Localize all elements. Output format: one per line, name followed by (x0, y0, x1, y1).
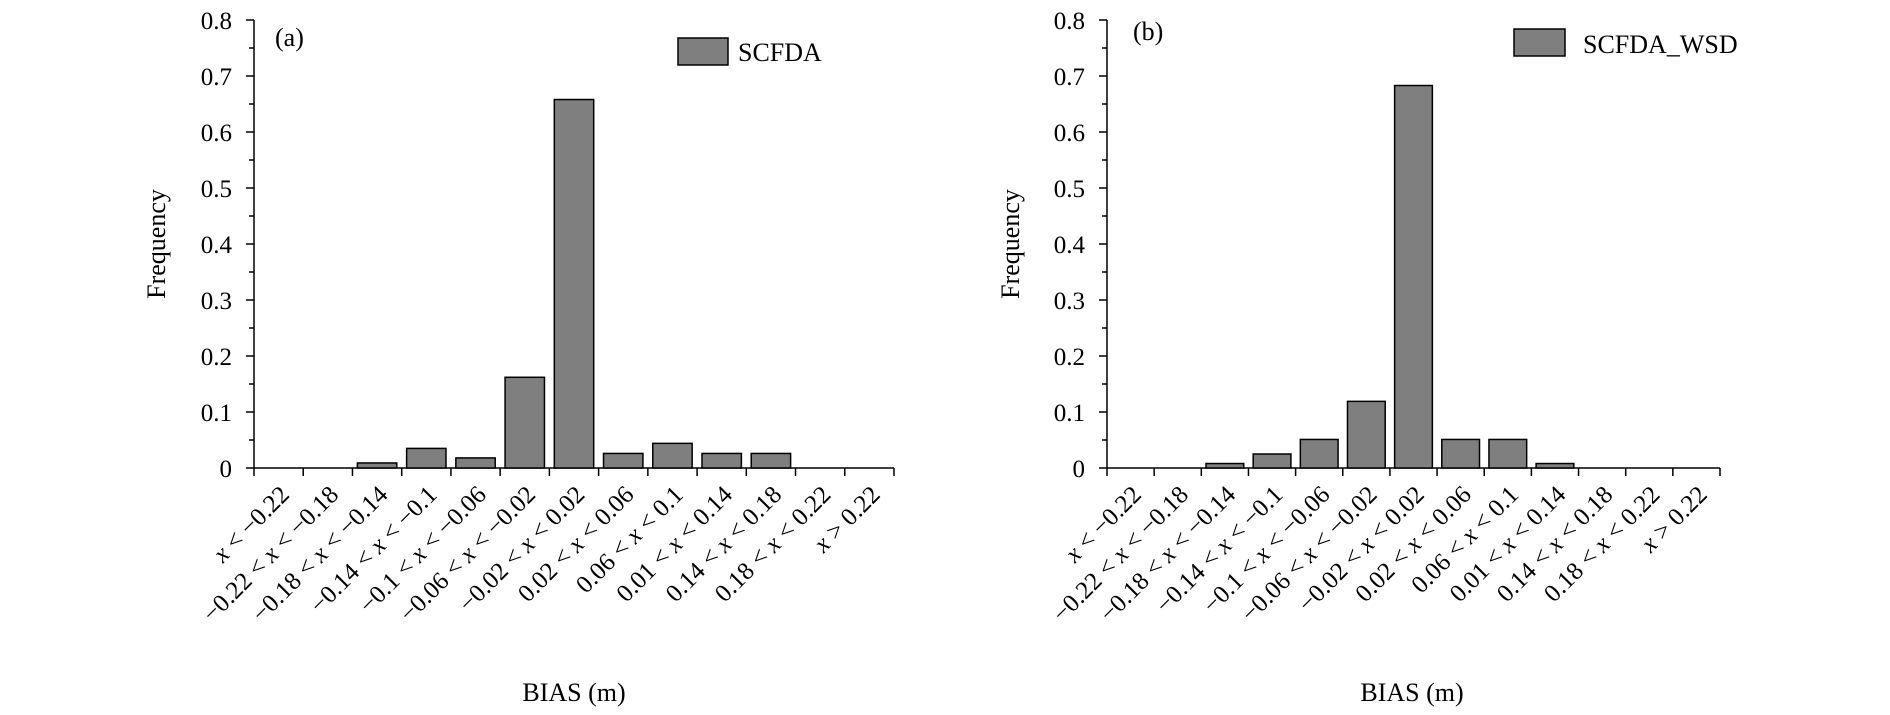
bar (1205, 462, 1245, 469)
bar (405, 447, 447, 469)
y-tick-label: 0.7 (1054, 64, 1085, 91)
bar (1488, 438, 1528, 469)
bar (356, 462, 398, 469)
bar (652, 442, 693, 469)
panel-label: (a) (275, 23, 304, 52)
y-tick-label: 0.4 (201, 232, 233, 259)
y-tick-label: 0.1 (201, 400, 232, 427)
y-tick-label: 0.5 (1054, 176, 1085, 203)
bar (750, 452, 792, 469)
legend-label: SCFDA_WSD (1583, 30, 1738, 59)
y-tick-label: 0.8 (1054, 8, 1085, 35)
y-tick-label: 0 (1073, 456, 1086, 483)
y-axis-title: Frequency (996, 189, 1025, 299)
bar (701, 452, 743, 469)
y-axis-title: Frequency (142, 189, 171, 299)
y-tick-label: 0.2 (201, 344, 232, 371)
bar (1299, 438, 1339, 469)
bar (1252, 453, 1292, 469)
legend-swatch (677, 37, 729, 66)
y-tick-label: 0 (220, 456, 233, 483)
x-axis-title: BIAS (m) (1360, 678, 1463, 707)
bar (1393, 84, 1434, 469)
bar (1535, 462, 1575, 469)
bar (504, 376, 546, 469)
y-tick-label: 0.1 (1054, 400, 1085, 427)
panel-label: (b) (1133, 17, 1163, 46)
y-tick-label: 0.3 (1054, 288, 1085, 315)
bar (1441, 438, 1481, 469)
y-tick-label: 0.5 (201, 176, 232, 203)
y-tick-label: 0.3 (201, 288, 232, 315)
chart-panel-a: 00.10.20.30.40.50.60.70.8x < −0.22−0.22 … (142, 8, 895, 707)
bar (1346, 400, 1386, 469)
bar (553, 98, 595, 469)
x-axis-title: BIAS (m) (522, 678, 625, 707)
y-tick-label: 0.2 (1054, 344, 1085, 371)
bar (602, 452, 644, 469)
y-tick-label: 0.6 (201, 120, 232, 147)
legend-swatch (1513, 28, 1566, 57)
bar (455, 457, 496, 469)
legend-label: SCFDA (738, 38, 822, 67)
y-tick-label: 0.8 (201, 8, 232, 35)
y-tick-label: 0.4 (1054, 232, 1086, 259)
y-tick-label: 0.7 (201, 64, 232, 91)
y-tick-label: 0.6 (1054, 120, 1085, 147)
chart-panel-b: 00.10.20.30.40.50.60.70.8x < −0.22−0.22 … (996, 8, 1738, 707)
